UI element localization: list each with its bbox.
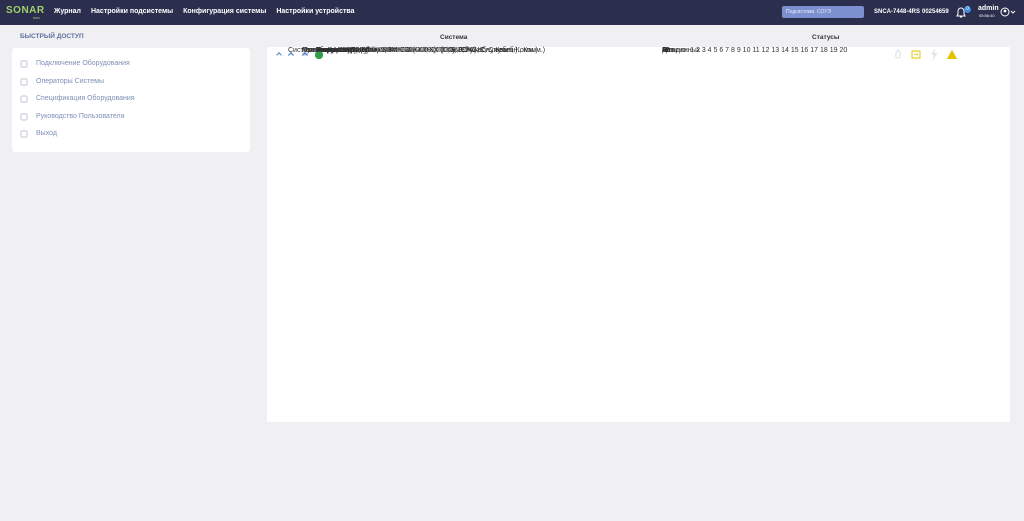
group-name: Конвертеры DAP-IP xyxy=(302,47,367,54)
property-value: Нет xyxy=(662,47,674,54)
device-name: Пульт КОММ SRM-7020С (Комм.) xyxy=(348,47,457,54)
property-value: 8 xyxy=(662,47,666,54)
subsystem-select[interactable]: Подсистема СОУЭ xyxy=(782,6,864,18)
nav-item[interactable]: Конфигурация системы xyxy=(183,8,267,15)
icon-shape xyxy=(20,60,28,68)
sidebar-title: БЫСТРЫЙ ДОСТУП xyxy=(20,33,84,40)
property-value: 46 xyxy=(662,47,670,54)
subsystem-value: СОУЭ xyxy=(817,9,831,15)
group-name: Пульты DAP xyxy=(302,47,343,54)
sidebar-item[interactable]: Руководство Пользователя xyxy=(36,112,125,120)
sidebar-item[interactable]: Спецификация Оборудования xyxy=(36,95,135,102)
battery-mark xyxy=(914,53,918,56)
item-icon xyxy=(20,60,28,68)
property-value: Есть xyxy=(662,47,677,54)
property-name: Загрузка процессора, "%" xyxy=(316,47,400,54)
property-name: Температура, °C xyxy=(316,47,371,54)
property-value: Штатно: 1 2 3 4 5 6 7 8 9 10 11 12 13 14… xyxy=(662,47,848,54)
item-icon xyxy=(20,130,28,138)
warning-icon xyxy=(947,50,957,59)
icon-shape xyxy=(20,113,28,120)
property-value: Нет xyxy=(662,47,674,54)
property-name: Связь xyxy=(316,47,336,54)
device-name: SNCA-7448-4RS xyxy=(874,9,921,15)
status-icons xyxy=(895,49,957,60)
collapse-toggle[interactable] xyxy=(276,52,282,58)
sidebar-item[interactable]: Выход xyxy=(36,130,57,137)
fire-icon xyxy=(895,49,901,59)
property-name: Связь xyxy=(316,47,336,54)
icon-shape xyxy=(20,95,28,103)
icon-shape xyxy=(20,78,28,85)
nav-item[interactable]: Настройки устройства xyxy=(276,8,355,15)
property-name: Входные контакты xyxy=(316,47,376,54)
sidebar-item[interactable]: Операторы Системы xyxy=(36,77,104,85)
item-icon xyxy=(20,95,28,103)
column-header: Статусы xyxy=(812,34,840,41)
user[interactable]: admin xyxy=(978,5,999,12)
device-name: Моноблок SPM-C20XXX-XX (СОУЭ, ГОЧС, Служ… xyxy=(348,47,546,54)
logo-sub: neo xyxy=(33,15,40,20)
property-name: Неисправность внешнего ТС xyxy=(316,47,411,54)
nav-item[interactable]: Журнал xyxy=(54,8,81,15)
battery-icon xyxy=(911,50,921,59)
group-name: Моноблоки DAP xyxy=(302,47,355,54)
notification-badge: 0 xyxy=(964,6,971,13)
bell[interactable] xyxy=(955,6,967,19)
property-name: Неисправность внешнего ТС xyxy=(316,47,411,54)
property-value: Нет данных xyxy=(662,47,701,54)
property-name: Связь xyxy=(316,47,336,54)
device-name: Пульт СОУЭ SRM-7020 (СОУЭ) xyxy=(348,47,450,54)
system-name: Система громкоговорящей связи xyxy=(288,47,396,54)
device-name: 7448-4rs SNCA-7448-4RS (СОУЭ, ГОЧС, Служ… xyxy=(348,47,538,54)
device-name: Пульт СЛУЖЕБН SRM-7020 (Служебн.) xyxy=(348,47,477,54)
device-status-dot xyxy=(315,51,323,59)
power-icon xyxy=(931,49,937,60)
property-name: Температура, °C xyxy=(316,47,371,54)
column-header: Система xyxy=(440,34,468,41)
property-value: Да xyxy=(662,47,671,54)
property-name: Вскрытие корпуса xyxy=(316,47,375,54)
sidebar: Подключение Оборудования Операторы Систем… xyxy=(12,48,250,152)
item-icon xyxy=(20,78,28,85)
nav: Журнал Настройки подсистемы Конфигурация с… xyxy=(54,8,355,15)
top-bar: SONAR neo Журнал Настройки подсистемы Конф… xyxy=(0,0,1024,25)
sidebar-item[interactable]: Подключение Оборудования xyxy=(36,60,130,67)
icon-shape xyxy=(20,130,28,138)
device-name: 8002_1 SNCA-8002 (СОУЭ, ГОЧС, Служебн., … xyxy=(348,47,518,54)
logo: SONAR xyxy=(6,5,45,16)
property-value: 26 xyxy=(662,47,670,54)
user-menu[interactable] xyxy=(1000,7,1016,17)
tree-table: Система громкоговорящей связи Конвертеры … xyxy=(267,47,1010,422)
item-icon xyxy=(20,113,28,120)
serial: 00254659 xyxy=(922,9,949,15)
property-name: Загрузка процессора, "%" xyxy=(316,47,400,54)
property-value: Есть xyxy=(662,47,677,54)
property-name: Температура, °C xyxy=(316,47,371,54)
property-name: Связь xyxy=(316,47,336,54)
property-value: Есть xyxy=(662,47,677,54)
subsystem-label: Подсистема xyxy=(786,9,815,15)
nav-item[interactable]: Настройки подсистемы xyxy=(90,8,174,15)
property-value: Есть xyxy=(662,47,677,54)
time: 05:56:40 xyxy=(979,13,995,18)
property-value: 2 xyxy=(662,47,666,54)
